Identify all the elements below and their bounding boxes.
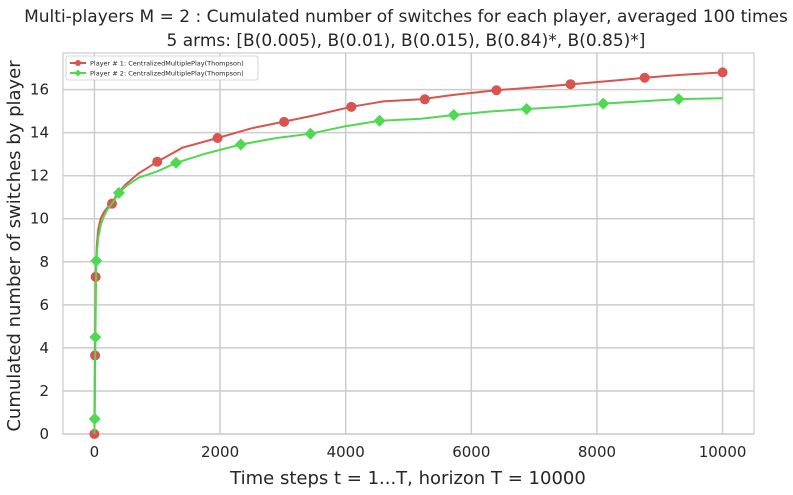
y-tick-label: 0 — [39, 425, 49, 443]
y-tick-label: 14 — [30, 124, 49, 142]
y-tick-label: 8 — [39, 253, 49, 271]
data-point-player-2 — [89, 331, 102, 344]
x-tick-label: 8000 — [578, 443, 616, 461]
data-point-player-1 — [212, 133, 223, 144]
y-axis-label: Cumulated number of switches by player — [4, 60, 25, 432]
x-tick-label: 6000 — [452, 443, 490, 461]
data-point-player-1 — [639, 72, 650, 83]
plot-area: 0 2000 4000 6000 8000 10000 0 2 4 6 8 10 12 14 16 Playe… — [30, 52, 755, 461]
y-tick-label: 2 — [39, 382, 49, 400]
data-point-player-2 — [672, 93, 685, 106]
legend-box — [65, 55, 259, 81]
x-tick-label: 10000 — [699, 443, 747, 461]
data-point-player-2 — [234, 138, 247, 151]
y-tick-label: 10 — [30, 210, 49, 228]
data-point-player-2 — [520, 102, 533, 115]
y-tick-label: 6 — [39, 296, 49, 314]
y-tick-label: 16 — [30, 81, 49, 99]
data-point-player-2 — [447, 108, 460, 121]
chart-subtitle: 5 arms: [B(0.005), B(0.01), B(0.015), B(… — [167, 31, 646, 51]
data-point-player-1 — [491, 85, 502, 96]
data-point-player-1 — [279, 116, 290, 127]
data-point-player-2 — [170, 156, 183, 169]
x-tick-label: 0 — [90, 443, 100, 461]
legend-marker-player-2 — [74, 69, 82, 77]
data-point-player-1 — [717, 67, 728, 78]
data-point-player-2 — [304, 127, 317, 140]
data-point-player-1 — [419, 94, 430, 105]
plot-frame — [62, 52, 755, 435]
x-axis-label: Time steps t = 1...T, horizon T = 10000 — [229, 468, 586, 489]
data-point-player-2 — [597, 97, 610, 110]
chart-title: Multi-players M = 2 : Cumulated number o… — [24, 7, 788, 27]
data-point-player-2 — [112, 186, 125, 199]
data-point-player-2 — [90, 254, 103, 267]
x-tick-label: 4000 — [327, 443, 365, 461]
series-line-player-2 — [93, 97, 723, 435]
data-point-player-2 — [88, 412, 101, 425]
legend-label-player-2: Player # 2: CentralizedMultiplePlay(Thom… — [90, 69, 244, 77]
data-point-player-1 — [346, 101, 357, 112]
legend-label-player-1: Player # 1: CentralizedMultiplePlay(Thom… — [90, 59, 244, 67]
data-point-player-1 — [152, 156, 163, 167]
data-point-player-2 — [373, 114, 386, 127]
y-tick-label: 4 — [39, 339, 49, 357]
data-point-player-1 — [565, 79, 576, 90]
y-tick-label: 12 — [30, 167, 49, 185]
x-tick-label: 2000 — [201, 443, 239, 461]
legend-marker-player-1 — [75, 60, 81, 66]
